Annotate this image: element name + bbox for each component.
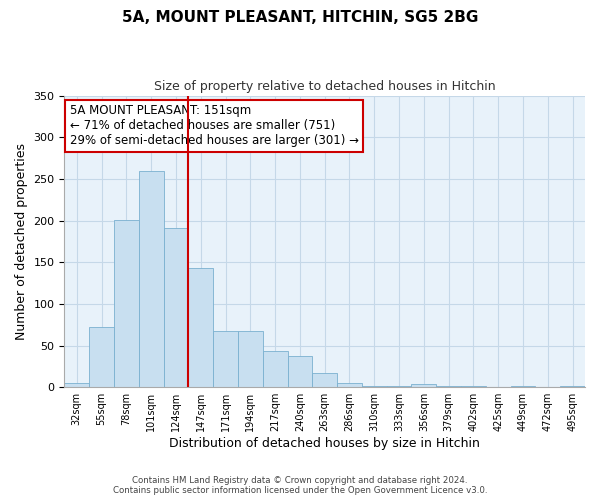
Bar — [89, 327, 114, 387]
Bar — [164, 228, 188, 387]
Text: 5A, MOUNT PLEASANT, HITCHIN, SG5 2BG: 5A, MOUNT PLEASANT, HITCHIN, SG5 2BG — [122, 10, 478, 25]
Bar — [511, 386, 535, 387]
Bar — [436, 386, 461, 387]
Bar — [213, 332, 238, 387]
Bar — [337, 383, 362, 387]
Text: Contains HM Land Registry data © Crown copyright and database right 2024.
Contai: Contains HM Land Registry data © Crown c… — [113, 476, 487, 495]
Bar — [238, 332, 263, 387]
Bar — [412, 384, 436, 387]
Bar — [263, 352, 287, 387]
Bar — [139, 170, 164, 387]
Bar — [560, 386, 585, 387]
X-axis label: Distribution of detached houses by size in Hitchin: Distribution of detached houses by size … — [169, 437, 480, 450]
Bar — [64, 383, 89, 387]
Title: Size of property relative to detached houses in Hitchin: Size of property relative to detached ho… — [154, 80, 496, 93]
Bar — [287, 356, 313, 387]
Bar — [313, 373, 337, 387]
Bar — [386, 386, 412, 387]
Y-axis label: Number of detached properties: Number of detached properties — [15, 143, 28, 340]
Text: 5A MOUNT PLEASANT: 151sqm
← 71% of detached houses are smaller (751)
29% of semi: 5A MOUNT PLEASANT: 151sqm ← 71% of detac… — [70, 104, 359, 148]
Bar — [461, 386, 486, 387]
Bar — [188, 268, 213, 387]
Bar — [114, 220, 139, 387]
Bar — [362, 386, 386, 387]
